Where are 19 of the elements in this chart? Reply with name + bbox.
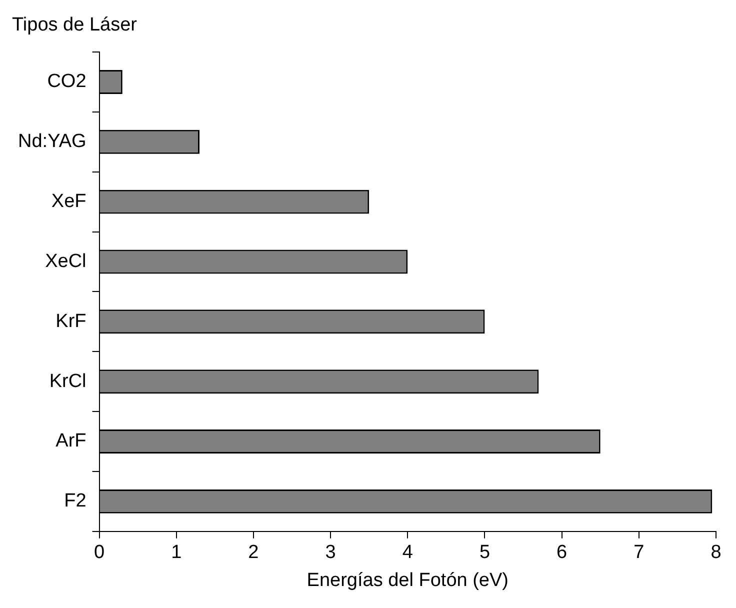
y-tick-label: Nd:YAG [18,131,86,152]
y-tick-label: KrCl [49,370,86,392]
y-tick-label: KrF [56,310,86,332]
x-tick-label: 6 [556,542,568,564]
y-tick-label: F2 [64,490,86,512]
x-tick-label: 0 [94,542,105,564]
y-tick-label: XeF [51,191,86,212]
x-tick-label: 4 [402,542,414,564]
x-axis-title: Energías del Fotón (eV) [306,570,508,591]
x-tick-label: 7 [634,542,644,564]
x-tick-label: 3 [325,542,336,564]
y-tick-label: XeCl [45,250,86,272]
y-tick-label: ArF [56,430,86,452]
x-tick-label: 8 [710,542,722,564]
x-tick-label: 2 [248,542,259,564]
x-tick-label: 1 [171,542,182,564]
x-tick-label: 5 [479,542,490,564]
y-tick-label: CO2 [47,71,86,92]
y-axis-title: Tipos de Láser [12,14,138,36]
